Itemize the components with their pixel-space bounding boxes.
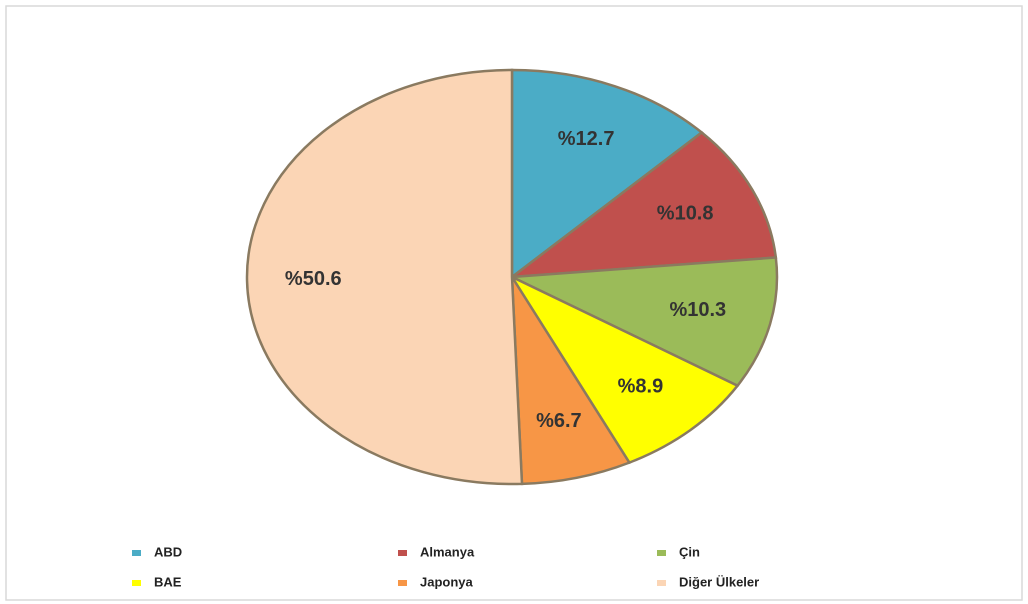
legend-marker [398, 580, 407, 586]
value-label: %6.7 [536, 410, 582, 432]
legend-marker [657, 550, 666, 556]
value-label: %10.8 [657, 203, 714, 225]
pie-slice [510, 68, 704, 280]
legend-label: BAE [154, 574, 182, 589]
value-label: %50.6 [285, 268, 342, 290]
legend-marker [657, 580, 666, 586]
value-label: %10.3 [669, 299, 726, 321]
legend-label: Çin [679, 544, 700, 559]
legend-marker [398, 550, 407, 556]
legend-marker [132, 550, 141, 556]
legend-label: Almanya [420, 544, 475, 559]
legend-marker [132, 580, 141, 586]
value-label: %12.7 [558, 128, 615, 150]
pie-slice [507, 130, 778, 279]
pie-slice [245, 68, 524, 486]
legend-label: Diğer Ülkeler [679, 574, 759, 589]
legend-label: Japonya [420, 574, 474, 589]
pie-slice [510, 272, 632, 486]
legend-label: ABD [154, 544, 182, 559]
pie-slice [508, 273, 740, 465]
pie-slice [507, 256, 779, 388]
value-label: %8.9 [618, 376, 664, 398]
